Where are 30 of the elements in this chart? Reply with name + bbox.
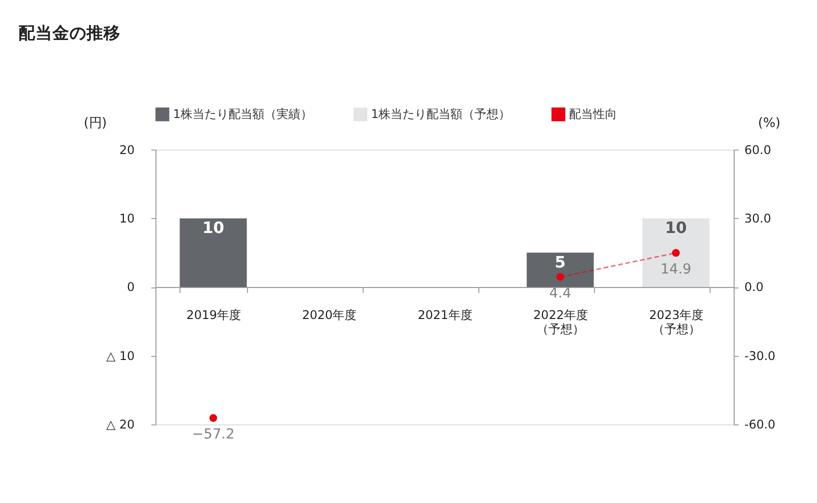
y-tick-label: △ 20 (106, 418, 135, 432)
legend-label: 配当性向 (569, 107, 618, 122)
y-tick-label: 10 (119, 211, 135, 226)
point (672, 249, 680, 257)
x-tick-label: 2019年度 (186, 308, 242, 322)
y2-tick-label: 30.0 (744, 211, 772, 226)
y2-tick-label: -30.0 (744, 348, 776, 363)
data-label: 5 (554, 252, 566, 272)
y2-tick-label: 0.0 (744, 280, 764, 294)
y-tick-label: △ 10 (106, 348, 135, 363)
y-tick-label: 20 (119, 142, 135, 157)
y2-axis-title: (%) (758, 116, 780, 131)
x-tick-label: 2023年度（予想） (649, 308, 704, 336)
data-label: 4.4 (549, 285, 572, 302)
chart-title: 配当金の推移 (18, 24, 121, 43)
point (556, 273, 564, 281)
y2-tick-label: -60.0 (744, 418, 776, 432)
y2-tick-label: 60.0 (744, 142, 772, 157)
x-tick-label: 2022年度（予想） (533, 308, 588, 336)
legend-label: 1株当たり配当額（実績） (173, 107, 313, 122)
legend-label: 1株当たり配当額（予想） (371, 107, 511, 122)
x-tick-label: 2020年度 (302, 308, 357, 322)
x-tick-label: 2021年度 (418, 308, 472, 322)
y-axis-title: (円) (84, 116, 107, 131)
data-label: 10 (202, 218, 224, 238)
y-tick-label: 0 (126, 280, 135, 294)
data-label: −57.2 (192, 426, 235, 442)
data-label: 14.9 (660, 261, 692, 278)
point (209, 414, 218, 422)
data-label: 10 (664, 218, 687, 238)
